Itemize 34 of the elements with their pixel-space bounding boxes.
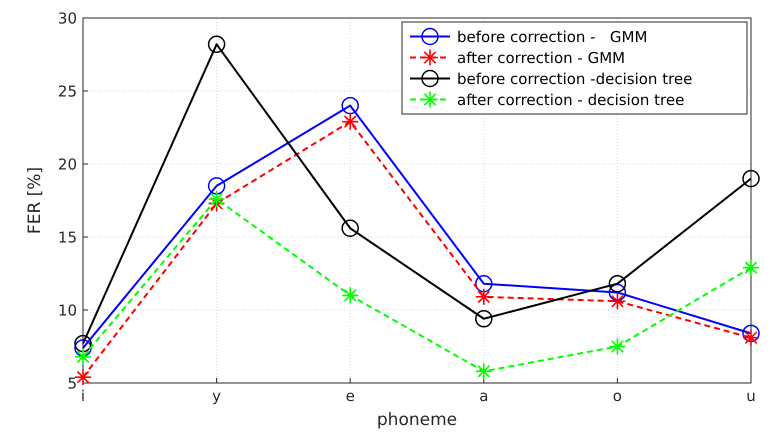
point xyxy=(475,274,493,292)
x-tick-label: o xyxy=(612,387,622,405)
point xyxy=(608,274,626,292)
point xyxy=(208,191,225,208)
legend-label: after correction - GMM xyxy=(457,48,626,67)
y-tick-label: 5 xyxy=(67,374,77,392)
x-tick-label: a xyxy=(479,387,488,405)
y-tick-label: 30 xyxy=(58,9,77,28)
y-tick-label: 10 xyxy=(58,301,77,320)
point xyxy=(341,96,359,114)
legend-label: before correction -decision tree xyxy=(457,70,692,88)
point xyxy=(208,36,226,54)
legend-label: after correction - decision tree xyxy=(457,90,684,109)
point xyxy=(341,219,359,237)
x-tick-label: e xyxy=(346,387,355,405)
x-tick-label: u xyxy=(746,387,756,405)
point xyxy=(75,369,91,386)
point xyxy=(74,334,92,352)
point xyxy=(742,324,760,342)
y-axis-title: FER [%] xyxy=(25,166,45,234)
point xyxy=(475,310,493,328)
y-tick-label: 15 xyxy=(58,228,77,246)
x-axis-title: phoneme xyxy=(376,410,458,430)
y-tick-label: 20 xyxy=(58,155,77,174)
legend-label: before correction - GMM xyxy=(457,28,648,46)
point xyxy=(608,284,626,302)
point xyxy=(742,170,760,188)
point xyxy=(74,339,92,357)
point xyxy=(609,338,626,354)
x-tick-label: y xyxy=(212,387,222,405)
point xyxy=(476,363,492,380)
x-tick-label: i xyxy=(80,387,86,405)
y-tick-label: 25 xyxy=(58,82,77,100)
point xyxy=(208,177,226,195)
